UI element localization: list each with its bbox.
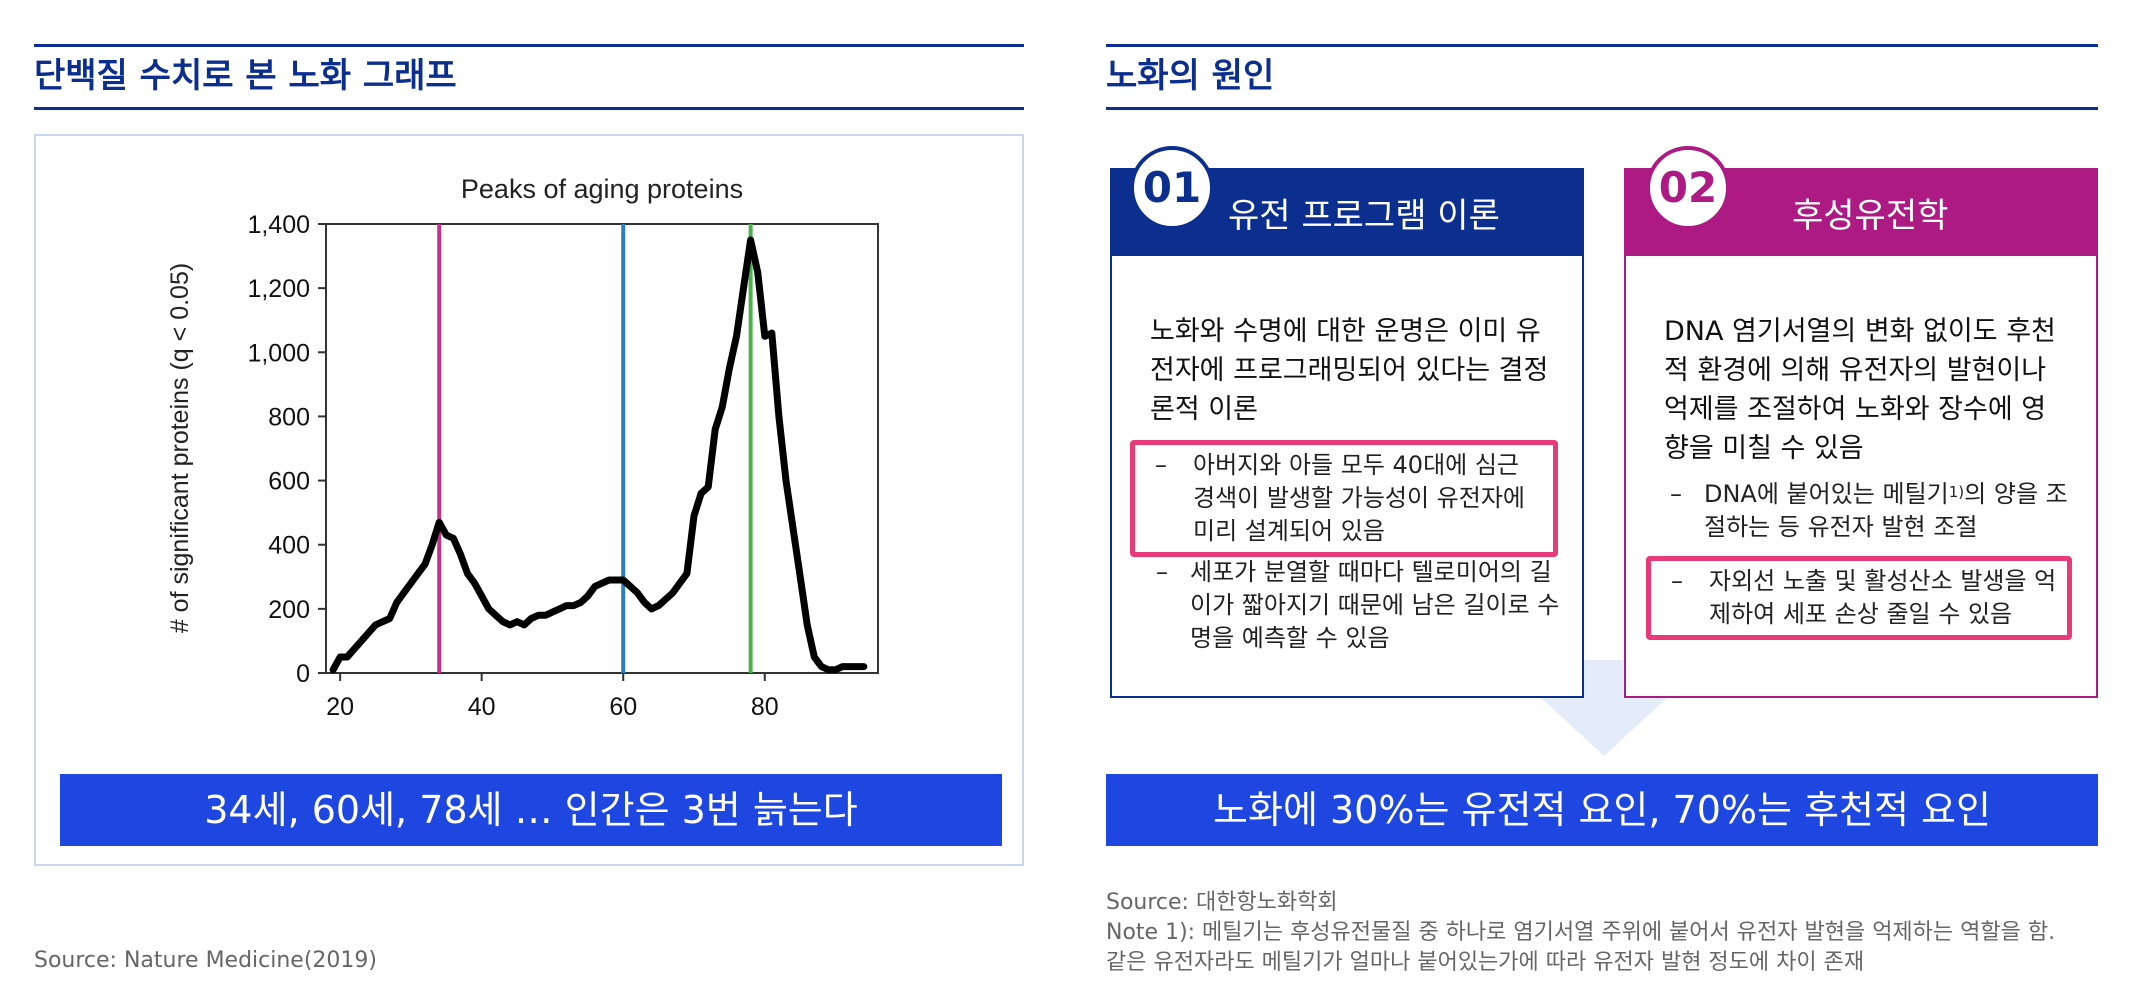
y-tick-label: 1,200 (247, 275, 310, 303)
y-tick-label: 1,400 (247, 211, 310, 239)
card2-bullet1-pre: DNA에 붙어있는 메틸기 (1704, 480, 1949, 508)
y-axis-label: # of significant proteins (q < 0.05) (166, 263, 194, 633)
card1-bullet2-text: 세포가 분열할 때마다 텔로미어의 길이가 짧아지기 때문에 남은 길이로 수명… (1190, 558, 1560, 652)
dash-icon: – (1671, 567, 1683, 595)
right-source: Source: 대한항노화학회 (1106, 890, 1338, 915)
card2-bullet-highlighted: – 자외선 노출 및 활성산소 발생을 억제하여 세포 손상 줄일 수 있음 (1646, 556, 2072, 640)
card1-bullet: – 세포가 분열할 때마다 텔로미어의 길이가 짧아지기 때문에 남은 길이로 … (1136, 556, 1562, 655)
card1-description: 노화와 수명에 대한 운명은 이미 유전자에 프로그래밍되어 있다는 결정론적 … (1150, 316, 1549, 425)
card-epigenetics: 후성유전학 02 DNA 염기서열의 변화 없이도 후천적 환경에 의해 유전자… (1624, 146, 2098, 698)
right-summary-banner: 노화에 30%는 유전적 요인, 70%는 후천적 요인 (1106, 774, 2098, 846)
x-tick-label: 80 (751, 693, 779, 721)
card1-bullet1-text: 아버지와 아들 모두 40대에 심근 경색이 발생할 가능성이 유전자에 미리 … (1193, 451, 1526, 545)
card1-number-badge: 01 (1130, 146, 1214, 230)
card2-bullet1-post: 의 양을 조절하는 등 유전자 발현 조절 (1704, 480, 2068, 541)
y-tick-label: 0 (296, 660, 310, 688)
note-1: Note 1): 메틸기는 후성유전물질 중 하나로 염기서열 주위에 붙어서 … (1106, 920, 2056, 945)
y-tick-label: 800 (268, 403, 310, 431)
dash-icon: – (1156, 558, 1168, 586)
series-line (329, 236, 868, 674)
right-source-notes: Source: 대한항노화학회 Note 1): 메틸기는 후성유전물질 중 하… (1106, 888, 2055, 978)
footnote-marker: 1) (1948, 483, 1965, 501)
card-genetic-program: 유전 프로그램 이론 01 노화와 수명에 대한 운명은 이미 유전자에 프로그… (1110, 146, 1584, 698)
left-source: Source: Nature Medicine(2019) (34, 948, 377, 973)
y-tick-label: 600 (268, 468, 310, 496)
section-title-aging-graph: 단백질 수치로 본 노화 그래프 (34, 44, 1024, 110)
card2-number-badge: 02 (1646, 146, 1730, 230)
note-1-continued: 같은 유전자라도 메틸기가 얼마나 붙어있는가에 따라 유전자 발현 정도에 차… (1106, 950, 1865, 975)
card2-bullet: – DNA에 붙어있는 메틸기1)의 양을 조절하는 등 유전자 발현 조절 (1650, 478, 2076, 544)
card2-description: DNA 염기서열의 변화 없이도 후천적 환경에 의해 유전자의 발현이나 억제… (1664, 316, 2056, 464)
card1-bullet-highlighted: – 아버지와 아들 모두 40대에 심근 경색이 발생할 가능성이 유전자에 미… (1130, 440, 1558, 557)
x-tick-label: 20 (326, 693, 354, 721)
y-tick-label: 1,000 (247, 339, 310, 367)
left-summary-banner: 34세, 60세, 78세 … 인간은 3번 늙는다 (60, 774, 1002, 846)
card2-bullet2-text: 자외선 노출 및 활성산소 발생을 억제하여 세포 손상 줄일 수 있음 (1709, 567, 2057, 628)
y-tick-label: 200 (268, 596, 310, 624)
dash-icon: – (1155, 451, 1167, 479)
card2-heading: 후성유전학 (1624, 168, 2098, 256)
section-title-aging-causes: 노화의 원인 (1106, 44, 2098, 110)
plot-frame (325, 223, 879, 674)
x-tick-label: 40 (468, 693, 496, 721)
y-tick-label: 400 (268, 532, 310, 560)
chart-title: Peaks of aging proteins (461, 174, 743, 204)
x-tick-label: 60 (609, 693, 637, 721)
aging-protein-chart: Peaks of aging proteins # of significant … (34, 134, 1024, 866)
chart-svg: Peaks of aging proteins # of significant … (166, 174, 879, 721)
dash-icon: – (1670, 480, 1682, 508)
